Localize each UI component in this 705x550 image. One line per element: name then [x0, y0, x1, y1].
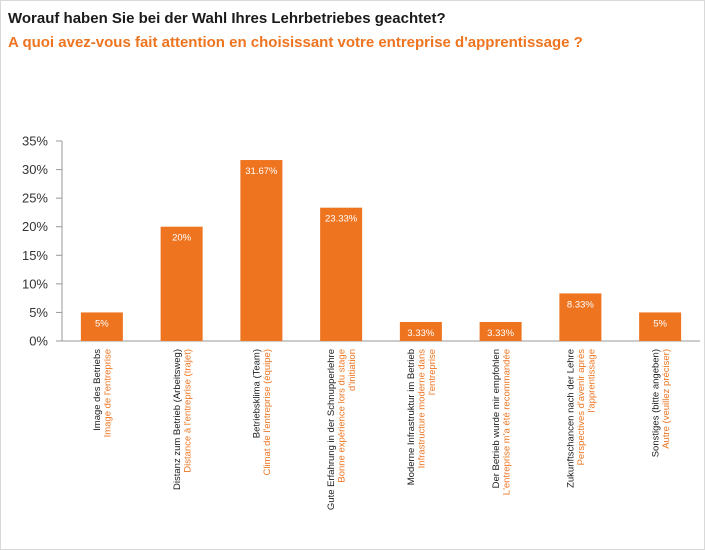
y-tick-label: 0%: [29, 334, 48, 349]
category-label-de: Der Betrieb wurde mir empfohlen: [491, 349, 502, 488]
category-label-fr: Infrastructure moderne dans: [416, 349, 427, 469]
category-label-de: Moderne Infrastruktur im Betrieb: [406, 349, 417, 485]
bar: [639, 312, 682, 341]
y-tick-label: 25%: [22, 191, 48, 206]
bar-value-label: 3.33%: [487, 328, 514, 339]
bar: [559, 293, 602, 341]
category-label-fr: Perspectives d'avenir après: [576, 349, 587, 466]
category-label-fr: Climat de l'entreprise (équipe): [262, 349, 273, 475]
category-label-fr: l'entreprise: [427, 349, 438, 395]
chart-title-french: A quoi avez-vous fait attention en chois…: [8, 34, 583, 51]
bar-value-label: 31.67%: [245, 166, 278, 177]
category-label-de: Gute Erfahrung in der Schnupperlehre: [326, 349, 337, 510]
category-label-fr: Image de l'entreprise: [103, 349, 114, 437]
category-label-fr: Bonne expérience lors du stage: [337, 349, 348, 483]
category-label-fr: L'entreprise m'a été recommandée: [501, 349, 512, 495]
y-tick-label: 35%: [22, 134, 48, 149]
bar-value-label: 5%: [653, 318, 667, 329]
category-label-de: Zukunftschancen nach der Lehre: [565, 349, 576, 488]
category-label-fr: Distance à l'entreprise (trajet): [182, 349, 193, 473]
y-tick-label: 10%: [22, 276, 48, 291]
y-tick-label: 20%: [22, 219, 48, 234]
y-tick-label: 5%: [29, 305, 48, 320]
bar: [479, 321, 522, 341]
category-label-de: Distanz zum Betrieb (Arbeitsweg): [172, 349, 183, 490]
bar-value-label: 5%: [95, 318, 109, 329]
bar: [320, 207, 363, 341]
y-tick-label: 15%: [22, 248, 48, 263]
category-label-de: Betriebsklima (Team): [252, 349, 263, 438]
bar: [160, 226, 203, 341]
bar-value-label: 3.33%: [407, 328, 434, 339]
category-label-de: Image des Betriebs: [92, 349, 103, 431]
bar: [399, 321, 442, 341]
chart-title-german: Worauf haben Sie bei der Wahl Ihres Lehr…: [8, 10, 446, 27]
category-label-fr: Autre (veuillez préciser): [661, 349, 672, 449]
category-label-fr: d'initiation: [347, 349, 358, 391]
bar-value-label: 20%: [172, 233, 192, 244]
category-label-fr: l'apprentissage: [586, 349, 597, 413]
bar-value-label: 23.33%: [325, 214, 358, 225]
bar: [80, 312, 123, 341]
category-label-de: Sonstiges (bitte angeben): [650, 349, 661, 457]
y-tick-label: 30%: [22, 162, 48, 177]
bar-value-label: 8.33%: [567, 299, 594, 310]
bar: [240, 160, 283, 341]
